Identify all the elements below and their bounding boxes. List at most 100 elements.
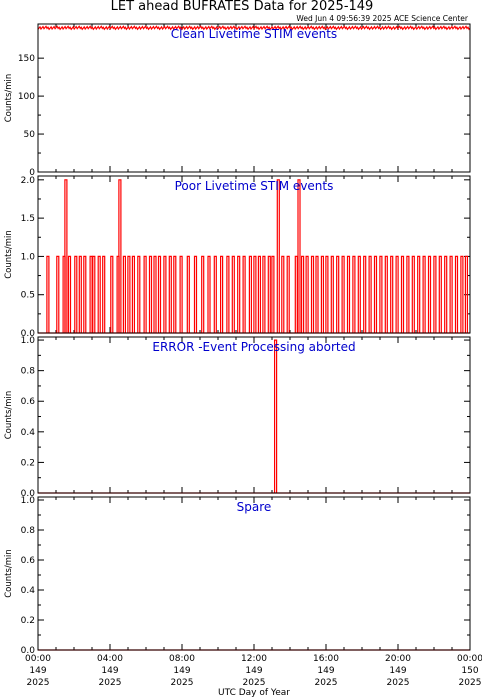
panel-title: Spare <box>237 500 272 514</box>
spike <box>153 255 157 333</box>
series-line-clean-livetime <box>37 25 471 31</box>
spike <box>274 339 278 493</box>
spike <box>83 255 87 333</box>
spike <box>127 255 131 333</box>
spike <box>341 255 345 333</box>
spike <box>46 255 50 333</box>
x-tick-time: 04:00 <box>97 654 123 664</box>
spike <box>417 255 421 333</box>
panel-frame <box>37 496 471 651</box>
y-tick-label: 1.0 <box>21 336 36 346</box>
panel-title: Poor Livetime STIM events <box>175 179 334 193</box>
spike <box>56 255 60 333</box>
spike <box>193 255 198 333</box>
y-tick-label: 0 <box>29 168 35 178</box>
panel-clean-livetime: 0 50 100 150 Clean Livetime STIM events Count… <box>4 23 471 178</box>
spike <box>262 255 266 333</box>
spike <box>449 255 453 333</box>
spike <box>286 255 290 333</box>
spike <box>207 255 211 333</box>
spike <box>118 179 122 333</box>
x-tick-doy: 149 <box>245 666 262 676</box>
spike <box>157 255 162 333</box>
spike <box>373 255 378 333</box>
spike <box>357 255 361 333</box>
spike <box>267 255 271 333</box>
spike <box>131 255 135 333</box>
panel-poor-livetime: 0.0 0.5 1.0 1.5 2.0 Poor Livetime STIM events… <box>4 175 471 339</box>
y-axis-label: Counts/min <box>4 230 14 279</box>
spike <box>422 255 426 333</box>
spike <box>395 255 399 333</box>
panel-frame <box>37 336 471 494</box>
spike <box>253 255 257 333</box>
spike <box>67 255 72 333</box>
y-axis-label: Counts/min <box>4 391 14 440</box>
spike <box>433 255 437 333</box>
x-tick-doy: 149 <box>101 666 118 676</box>
x-tick-year: 2025 <box>27 678 50 688</box>
spike <box>271 255 275 333</box>
panel-frame <box>37 23 471 173</box>
panels: 0 50 100 150 Clean Livetime STIM events Count… <box>4 23 471 656</box>
y-tick-label: 0.6 <box>21 397 36 407</box>
y-tick-label: 100 <box>18 92 35 102</box>
spike <box>201 255 205 333</box>
spike <box>242 255 246 333</box>
spike <box>294 255 298 333</box>
spike <box>163 255 167 333</box>
panel-title: Clean Livetime STIM events <box>171 27 337 41</box>
figure-title: LET ahead BUFRATES Data for 2025-149 <box>111 0 374 14</box>
y-tick-label: 0.2 <box>21 458 35 468</box>
y-axis-label: Counts/min <box>4 74 14 123</box>
spike <box>460 255 464 333</box>
x-tick-doy: 149 <box>317 666 334 676</box>
x-tick-time: 08:00 <box>169 654 195 664</box>
spike <box>168 255 172 333</box>
y-tick-label: 0.0 <box>21 646 36 656</box>
spike <box>315 255 319 333</box>
y-tick-label: 0.6 <box>21 556 36 566</box>
spike <box>427 255 432 333</box>
spike <box>74 255 78 333</box>
spike <box>248 255 252 333</box>
spike <box>148 255 153 333</box>
panel-frame <box>37 175 471 334</box>
spike <box>305 255 309 333</box>
x-axis-label: UTC Day of Year <box>218 688 290 698</box>
x-tick-year: 2025 <box>315 678 338 688</box>
panel-spare: 0.0 0.2 0.4 0.6 0.8 1.0 Spare Counts/min <box>4 496 471 656</box>
spike <box>110 255 114 333</box>
panel-error-aborted: 0.0 0.2 0.4 0.6 0.8 1.0 ERROR -Event Processin… <box>4 336 471 499</box>
spike <box>411 255 415 333</box>
y-tick-label: 150 <box>18 54 35 64</box>
y-tick-label: 50 <box>24 130 36 140</box>
spike <box>444 255 448 333</box>
spike <box>320 255 324 333</box>
spike <box>297 179 301 333</box>
spike <box>438 255 442 333</box>
x-tick-time: 12:00 <box>241 654 267 664</box>
spike <box>122 255 126 333</box>
spike <box>400 255 405 333</box>
y-tick-label: 0.8 <box>21 526 36 536</box>
spike <box>231 255 235 333</box>
spike <box>368 255 372 333</box>
spike <box>220 255 224 333</box>
spike <box>92 255 96 333</box>
x-axis: 00:00 149 2025 04:00 149 2025 08:00 149 2025 12:0… <box>25 654 482 688</box>
spike <box>346 255 351 333</box>
spike <box>390 255 394 333</box>
x-tick-doy: 149 <box>29 666 46 676</box>
spike <box>276 179 280 333</box>
y-tick-label: 0.0 <box>21 489 36 499</box>
y-tick-label: 1.0 <box>21 252 36 262</box>
x-tick-time: 00:00 <box>457 654 482 664</box>
y-tick-label: 0.4 <box>21 586 36 596</box>
spike <box>237 255 241 333</box>
x-tick-year: 2025 <box>171 678 194 688</box>
spike <box>213 255 217 333</box>
y-tick-label: 0.8 <box>21 367 36 377</box>
y-tick-label: 0.0 <box>21 329 36 339</box>
